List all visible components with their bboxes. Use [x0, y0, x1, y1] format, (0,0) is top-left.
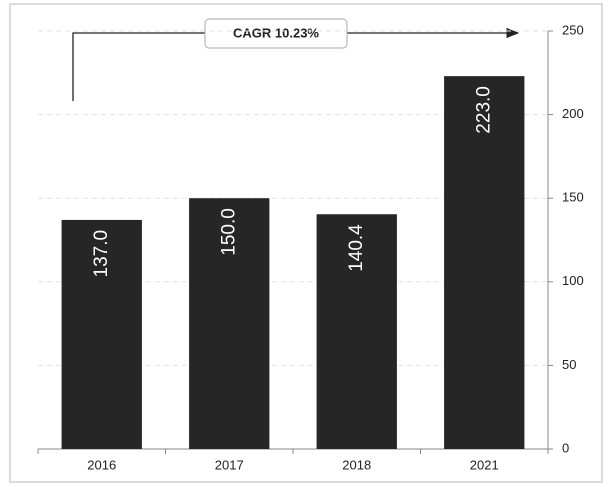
bar — [444, 76, 525, 450]
y-tick-label: 0 — [562, 440, 569, 455]
x-tick-label: 2016 — [87, 457, 116, 472]
value-label: 140.4 — [346, 224, 367, 272]
y-tick-label: 250 — [562, 22, 584, 37]
cagr-label: CAGR 10.23% — [233, 25, 319, 40]
bar — [189, 198, 270, 449]
x-tick-label: 2017 — [215, 457, 244, 472]
frame — [9, 3, 603, 483]
bar — [316, 214, 397, 449]
cagr-box — [204, 18, 348, 49]
y-tick-label: 150 — [562, 190, 584, 205]
value-label: 150.0 — [218, 208, 239, 256]
y-tick-label: 50 — [562, 357, 576, 372]
value-label: 137.0 — [91, 230, 112, 278]
cagr-arrow — [72, 27, 520, 101]
bar — [61, 219, 142, 449]
value-label: 223.0 — [473, 86, 494, 134]
x-tick-label: 2018 — [342, 457, 371, 472]
x-tick-label: 2021 — [470, 457, 499, 472]
y-tick-label: 100 — [562, 273, 584, 288]
y-tick-label: 200 — [562, 106, 584, 121]
